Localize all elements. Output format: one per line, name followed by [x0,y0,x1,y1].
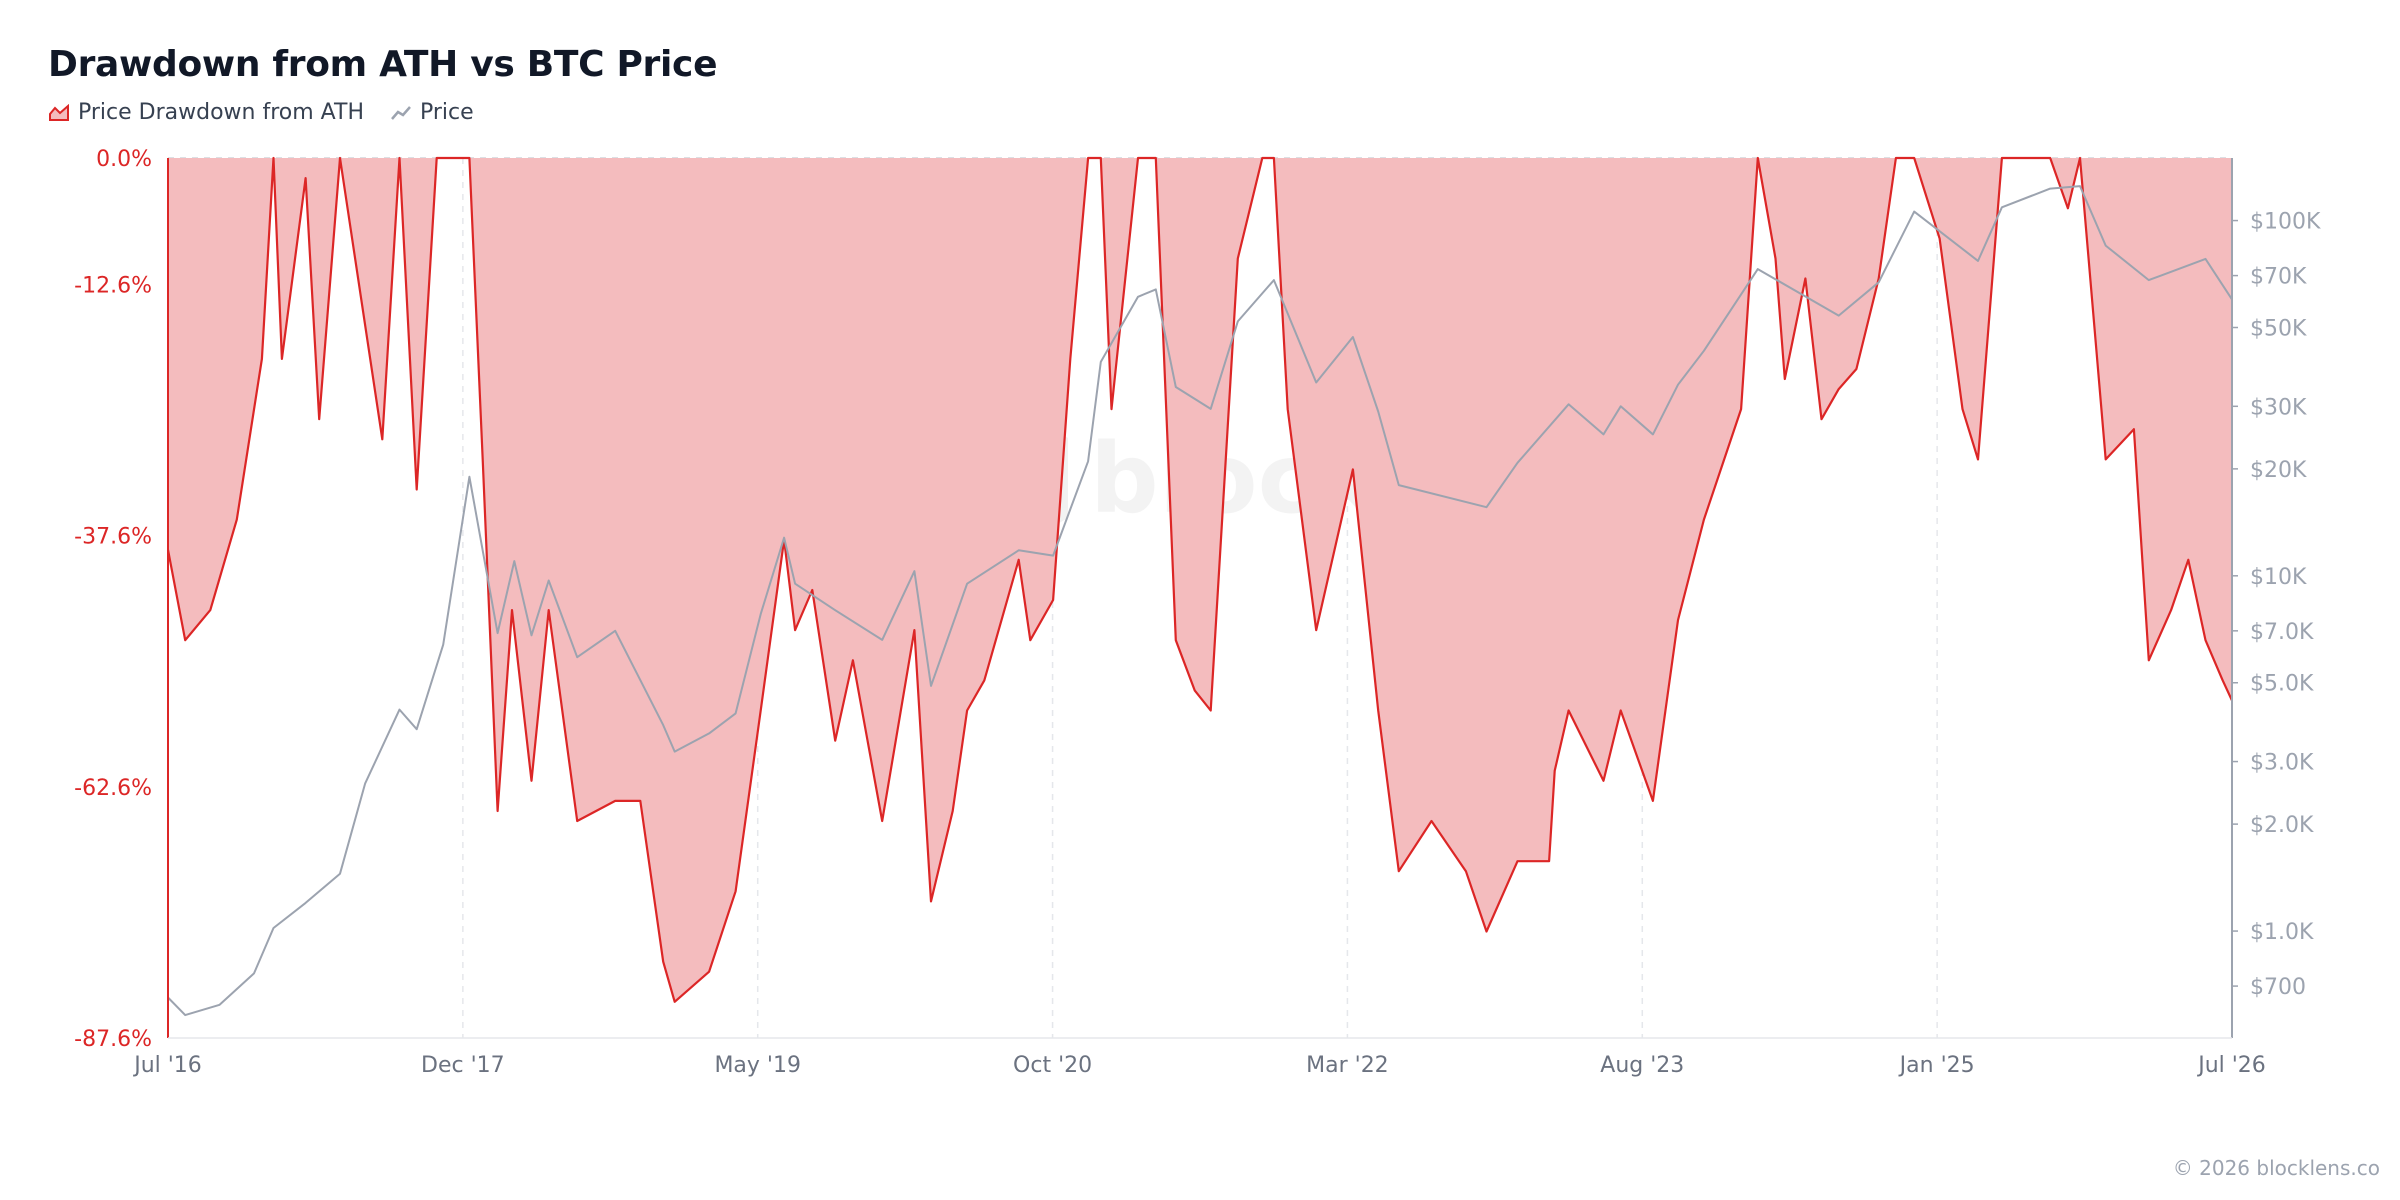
drawdown-line [166,156,2233,1003]
legend-item-price[interactable]: Price [390,100,474,125]
legend-item-drawdown[interactable]: Price Drawdown from ATH [48,100,364,125]
y-right-tick-label: $1.0K [2250,920,2314,945]
y-left-tick-label: 0.0% [96,147,152,172]
x-tick-label: Oct '20 [1013,1053,1092,1078]
y-left-tick-label: -87.6% [74,1027,152,1052]
y-right-tick-label: $50K [2250,316,2307,341]
series-layer [166,156,2233,1017]
line-chart-icon [391,105,411,120]
x-tick-label: Dec '17 [421,1053,505,1078]
y-right-tick-label: $3.0K [2250,751,2314,776]
x-tick-label: May '19 [714,1053,801,1078]
x-tick-label: Jul '16 [132,1053,202,1078]
y-right-tick-label: $5.0K [2250,672,2314,697]
legend-label-price: Price [420,100,474,125]
chart-title: Drawdown from ATH vs BTC Price [48,44,718,85]
y-left-tick-label: -62.6% [74,776,152,801]
y-right-tick-label: $100K [2250,210,2321,235]
y-left-tick-label: -12.6% [74,274,152,299]
x-tick-label: Mar '22 [1306,1053,1389,1078]
x-tick-label: Jan '25 [1898,1053,1975,1078]
x-tick-label: Jul '26 [2196,1053,2266,1078]
y-left-tick-label: -37.6% [74,525,152,550]
y-right-tick-label: $70K [2250,265,2307,290]
y-right-tick-label: $2.0K [2250,813,2314,838]
y-right-tick-label: $7.0K [2250,620,2314,645]
x-tick-label: Aug '23 [1600,1053,1684,1078]
axes: Jul '16 Dec '17 May '19 Oct '20 Mar '22 Aug '… [74,147,2321,1078]
y-right-tick-label: $20K [2250,458,2307,483]
footer-copyright: © 2026 blocklens.co [2172,1156,2380,1180]
drawdown-area [168,158,2232,1002]
y-right-tick-label: $30K [2250,395,2307,420]
price-line [167,185,2233,1017]
y-right-tick-label: $10K [2250,565,2307,590]
y-right-tick-label: $700 [2250,975,2306,1000]
legend-label-drawdown: Price Drawdown from ATH [78,100,364,125]
area-chart-icon [49,103,69,121]
legend: Price Drawdown from ATH Price [48,100,500,125]
